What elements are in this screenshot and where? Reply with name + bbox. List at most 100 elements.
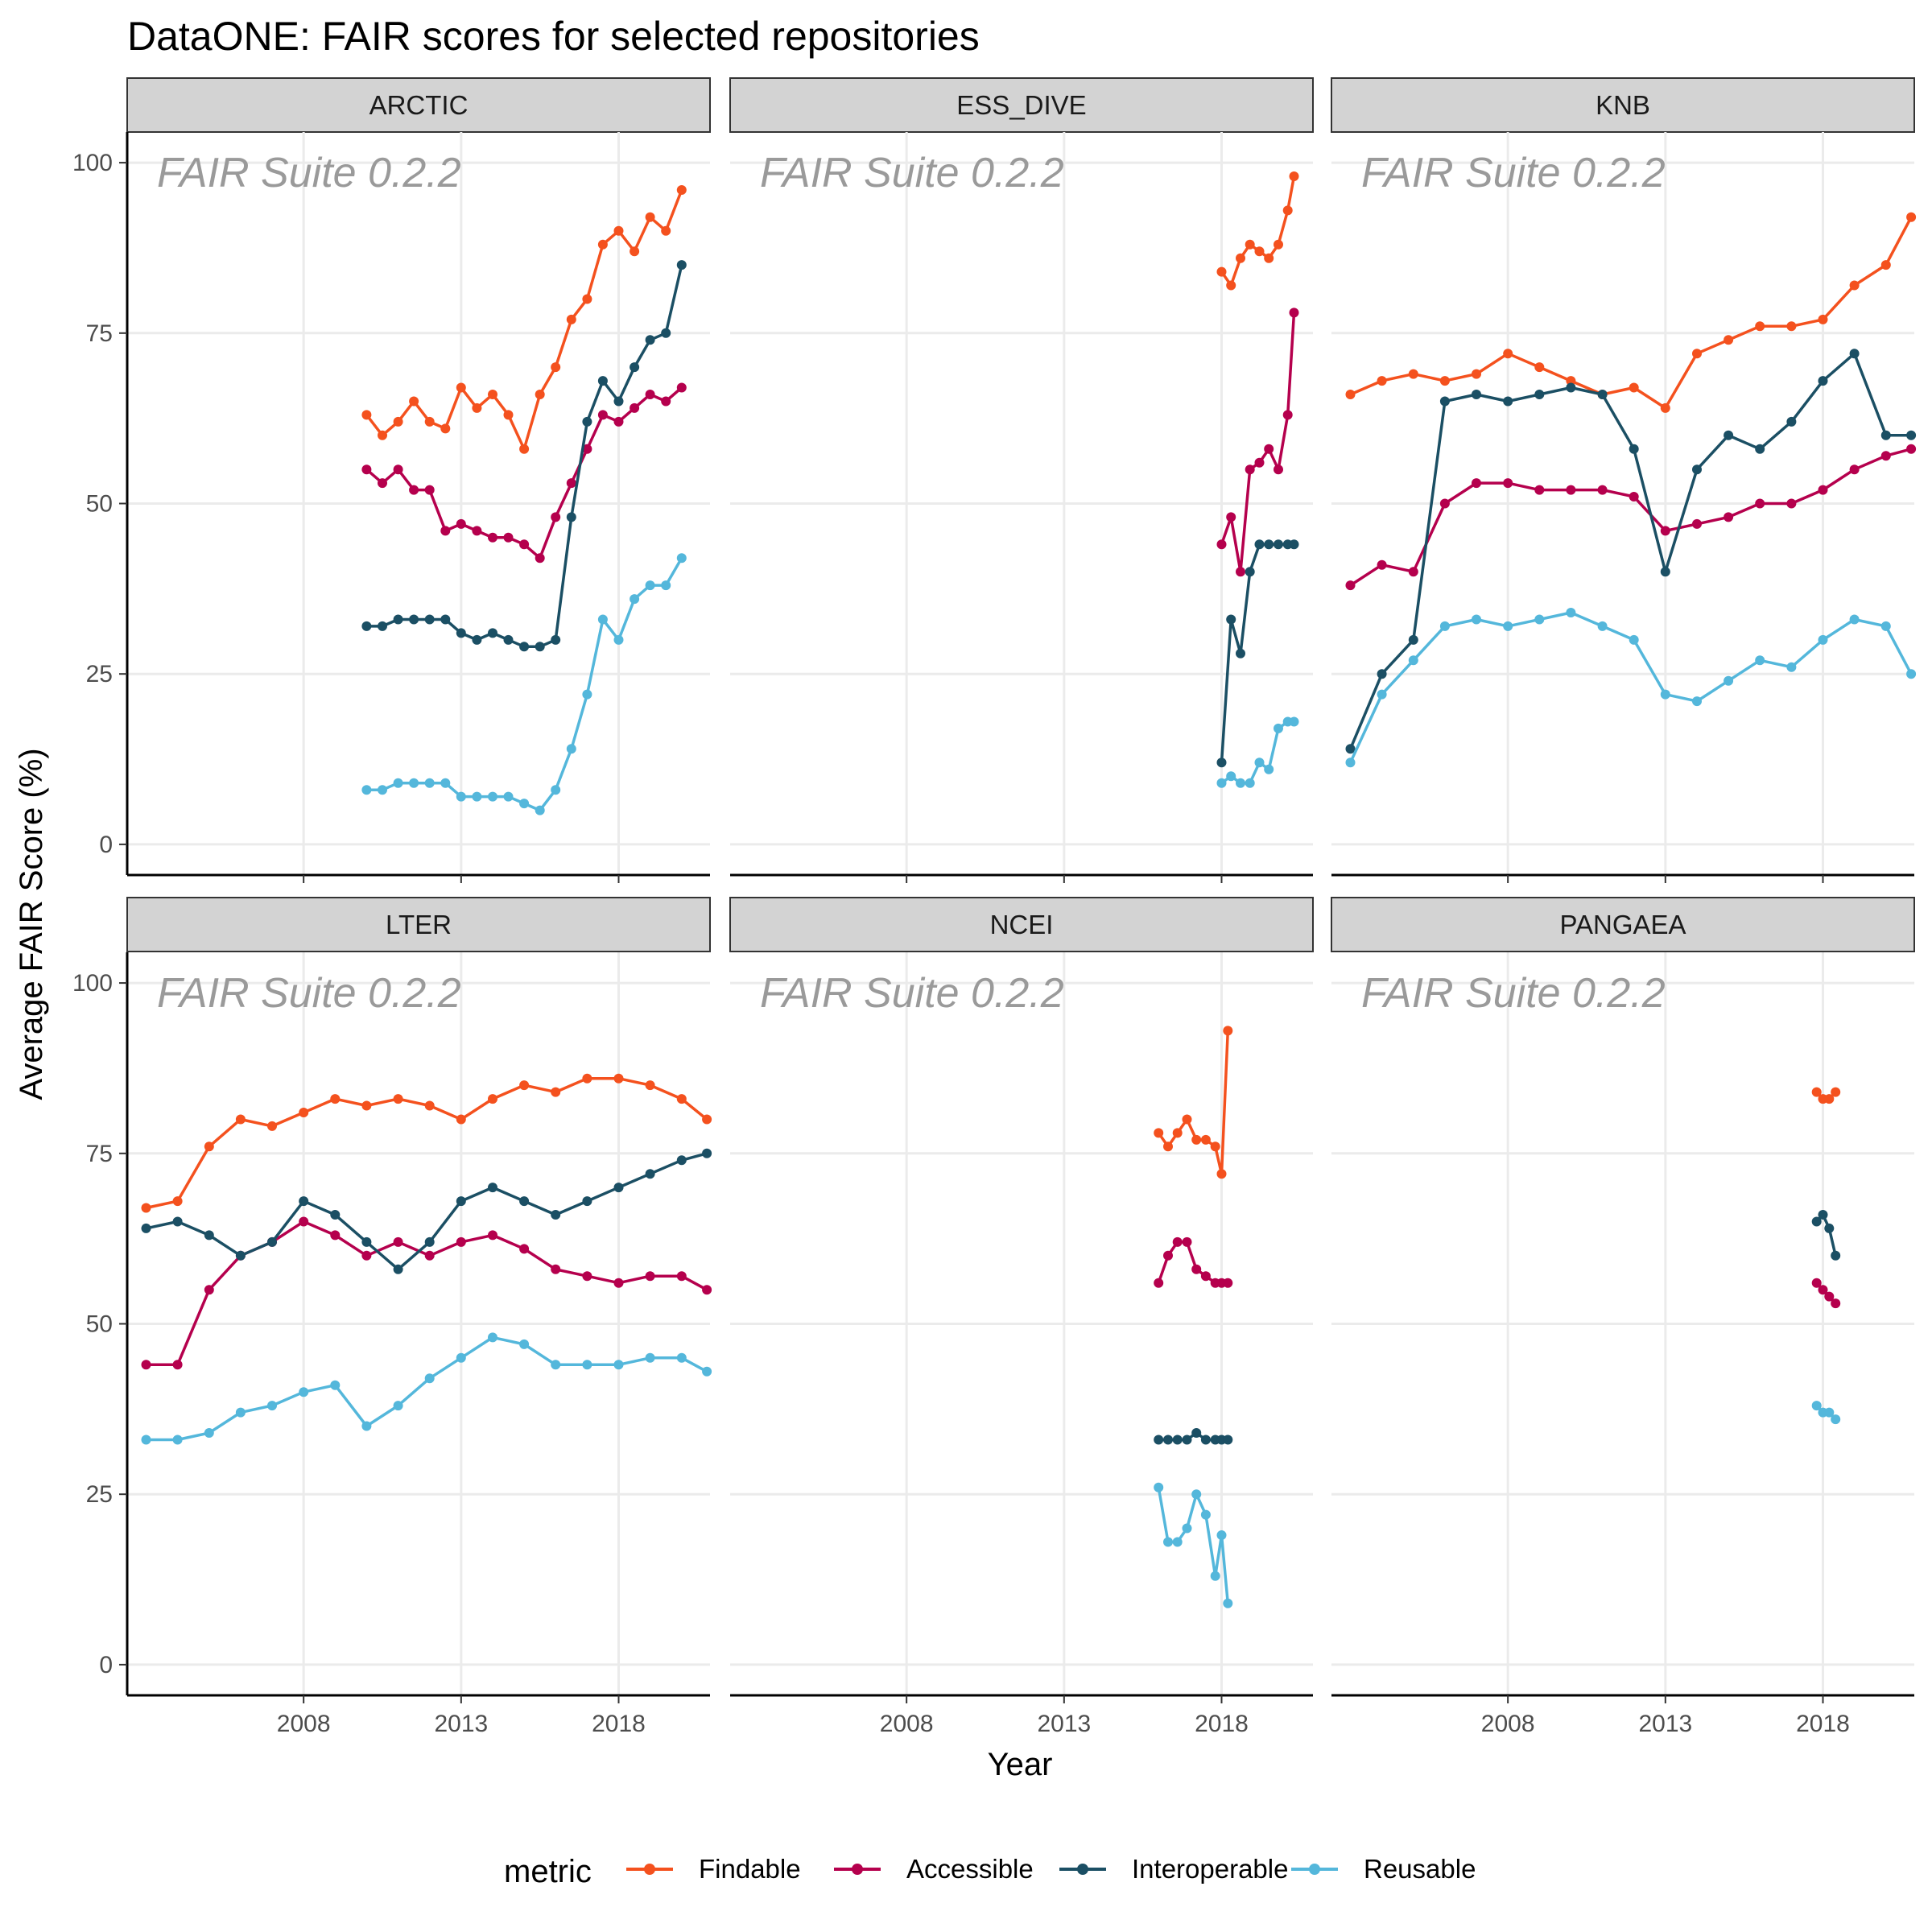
data-point-accessible <box>503 532 514 543</box>
series-line-reusable <box>1348 611 1913 764</box>
data-point-findable <box>1849 280 1860 291</box>
data-point-interoperable <box>1629 444 1639 454</box>
data-point-findable <box>299 1108 309 1117</box>
data-point-findable <box>645 212 655 222</box>
data-point-findable <box>1163 1141 1173 1152</box>
data-point-reusable <box>1692 696 1702 707</box>
data-point-findable <box>1172 1128 1183 1138</box>
data-point-interoperable <box>1824 1223 1835 1233</box>
y-tick-label: 100 <box>72 150 113 176</box>
data-point-reusable <box>1811 1401 1822 1411</box>
data-point-findable <box>1223 1026 1233 1036</box>
data-point-accessible <box>1226 512 1236 522</box>
data-point-findable <box>1191 1134 1202 1145</box>
data-point-findable <box>519 1080 530 1091</box>
legend-label-reusable: Reusable <box>1364 1854 1476 1884</box>
data-point-reusable <box>330 1380 341 1390</box>
data-point-interoperable <box>1236 648 1245 658</box>
y-tick-label: 0 <box>99 832 113 858</box>
data-point-interoperable <box>204 1230 214 1241</box>
series-accessible-knb <box>1345 444 1917 591</box>
series-line-accessible <box>1157 1241 1228 1285</box>
data-point-reusable <box>1408 655 1418 666</box>
data-point-interoperable <box>1831 1250 1841 1261</box>
data-point-accessible <box>1906 444 1917 454</box>
data-point-interoperable <box>551 634 561 645</box>
series-findable-knb <box>1345 212 1917 413</box>
strip-label-lter: LTER <box>386 910 452 939</box>
y-tick-label: 75 <box>86 1141 113 1167</box>
data-point-reusable <box>1345 758 1356 768</box>
legend-item-interoperable: Interoperable <box>1059 1854 1288 1884</box>
data-point-reusable <box>1223 1598 1233 1608</box>
legend-item-accessible: Accessible <box>834 1854 1034 1884</box>
data-point-interoperable <box>409 614 419 625</box>
data-point-reusable <box>172 1435 183 1445</box>
data-point-interoperable <box>1172 1435 1183 1445</box>
series-findable-arctic <box>361 185 687 454</box>
data-point-reusable <box>1906 669 1917 679</box>
data-point-accessible <box>535 553 545 564</box>
y-tick-label: 25 <box>86 1481 113 1508</box>
data-point-reusable <box>1200 1509 1211 1520</box>
data-point-reusable <box>1274 723 1283 733</box>
data-point-findable <box>519 444 530 454</box>
data-point-accessible <box>361 464 372 475</box>
data-point-interoperable <box>566 512 576 522</box>
data-point-findable <box>551 362 561 373</box>
data-point-findable <box>440 423 451 434</box>
data-point-findable <box>1629 382 1639 393</box>
data-point-findable <box>1289 171 1299 181</box>
data-point-reusable <box>1786 662 1797 672</box>
data-point-interoperable <box>361 1236 372 1247</box>
data-point-accessible <box>330 1230 341 1241</box>
data-point-findable <box>1439 376 1450 386</box>
y-tick-label: 50 <box>86 1311 113 1338</box>
data-point-findable <box>1245 239 1255 250</box>
strip-ncei <box>729 897 1314 952</box>
data-point-interoperable <box>424 614 435 625</box>
data-point-reusable <box>1182 1523 1192 1534</box>
data-point-accessible <box>424 485 435 495</box>
series-accessible-pangaea <box>1811 1278 1841 1309</box>
data-point-reusable <box>1755 655 1765 666</box>
data-point-interoperable <box>1597 390 1608 399</box>
data-point-interoperable <box>613 1183 624 1193</box>
data-point-accessible <box>488 532 497 543</box>
data-point-interoperable <box>676 1155 687 1166</box>
series-accessible-ncei <box>1154 1236 1233 1288</box>
data-point-interoperable <box>1223 1435 1233 1445</box>
data-point-accessible <box>1786 498 1797 509</box>
data-point-reusable <box>204 1428 214 1438</box>
data-point-findable <box>1216 266 1227 277</box>
data-point-findable <box>1906 212 1917 222</box>
data-point-accessible <box>1629 492 1639 502</box>
data-point-accessible <box>1724 512 1734 522</box>
data-point-accessible <box>645 1271 655 1282</box>
data-point-accessible <box>1824 1291 1835 1302</box>
data-point-findable <box>1182 1114 1192 1125</box>
data-point-interoperable <box>456 1196 466 1207</box>
data-point-interoperable <box>1345 744 1356 754</box>
data-point-findable <box>613 225 624 236</box>
data-point-findable <box>361 1100 372 1111</box>
data-point-reusable <box>1216 1530 1227 1540</box>
data-point-findable <box>503 410 514 420</box>
data-point-interoperable <box>702 1148 712 1158</box>
data-point-findable <box>597 239 608 250</box>
x-tick-label: 2008 <box>880 1711 934 1737</box>
gridlines-ess-dive <box>730 132 1313 875</box>
series-findable-ncei <box>1154 1026 1233 1179</box>
data-point-reusable <box>440 778 451 788</box>
data-point-reusable <box>1534 614 1545 625</box>
data-point-findable <box>204 1141 214 1152</box>
data-point-reusable <box>456 791 466 802</box>
data-point-accessible <box>393 464 403 475</box>
data-point-accessible <box>299 1216 309 1227</box>
data-point-findable <box>361 410 372 420</box>
data-point-accessible <box>1254 457 1265 468</box>
data-point-reusable <box>1210 1571 1220 1581</box>
data-point-reusable <box>393 778 403 788</box>
data-point-interoperable <box>378 621 387 631</box>
data-point-findable <box>1236 253 1245 263</box>
